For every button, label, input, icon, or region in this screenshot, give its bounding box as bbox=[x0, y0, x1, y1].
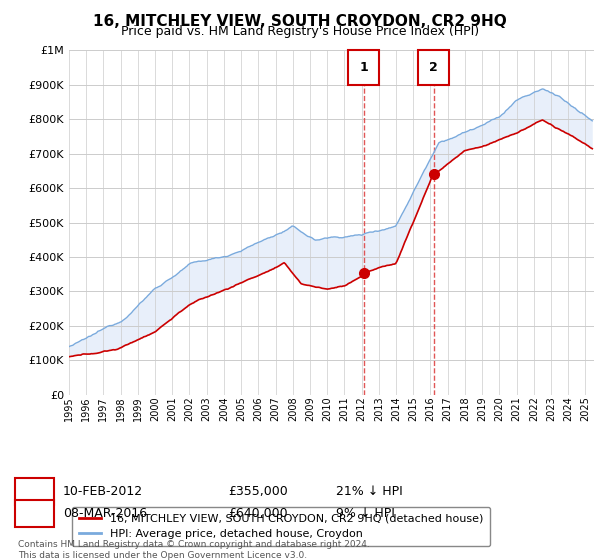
Text: 21% ↓ HPI: 21% ↓ HPI bbox=[336, 484, 403, 498]
FancyBboxPatch shape bbox=[348, 50, 379, 85]
Text: 08-MAR-2016: 08-MAR-2016 bbox=[63, 507, 147, 520]
Text: Contains HM Land Registry data © Crown copyright and database right 2024.
This d: Contains HM Land Registry data © Crown c… bbox=[18, 540, 370, 560]
Text: 2: 2 bbox=[430, 61, 438, 74]
Text: 2: 2 bbox=[30, 507, 39, 520]
Text: £355,000: £355,000 bbox=[228, 484, 288, 498]
Text: Price paid vs. HM Land Registry's House Price Index (HPI): Price paid vs. HM Land Registry's House … bbox=[121, 25, 479, 38]
Text: 1: 1 bbox=[359, 61, 368, 74]
Text: 9% ↓ HPI: 9% ↓ HPI bbox=[336, 507, 395, 520]
Text: 1: 1 bbox=[30, 484, 39, 498]
Text: £640,000: £640,000 bbox=[228, 507, 287, 520]
Text: 16, MITCHLEY VIEW, SOUTH CROYDON, CR2 9HQ: 16, MITCHLEY VIEW, SOUTH CROYDON, CR2 9H… bbox=[93, 14, 507, 29]
Legend: 16, MITCHLEY VIEW, SOUTH CROYDON, CR2 9HQ (detached house), HPI: Average price, : 16, MITCHLEY VIEW, SOUTH CROYDON, CR2 9H… bbox=[72, 507, 490, 546]
FancyBboxPatch shape bbox=[418, 50, 449, 85]
Text: 10-FEB-2012: 10-FEB-2012 bbox=[63, 484, 143, 498]
